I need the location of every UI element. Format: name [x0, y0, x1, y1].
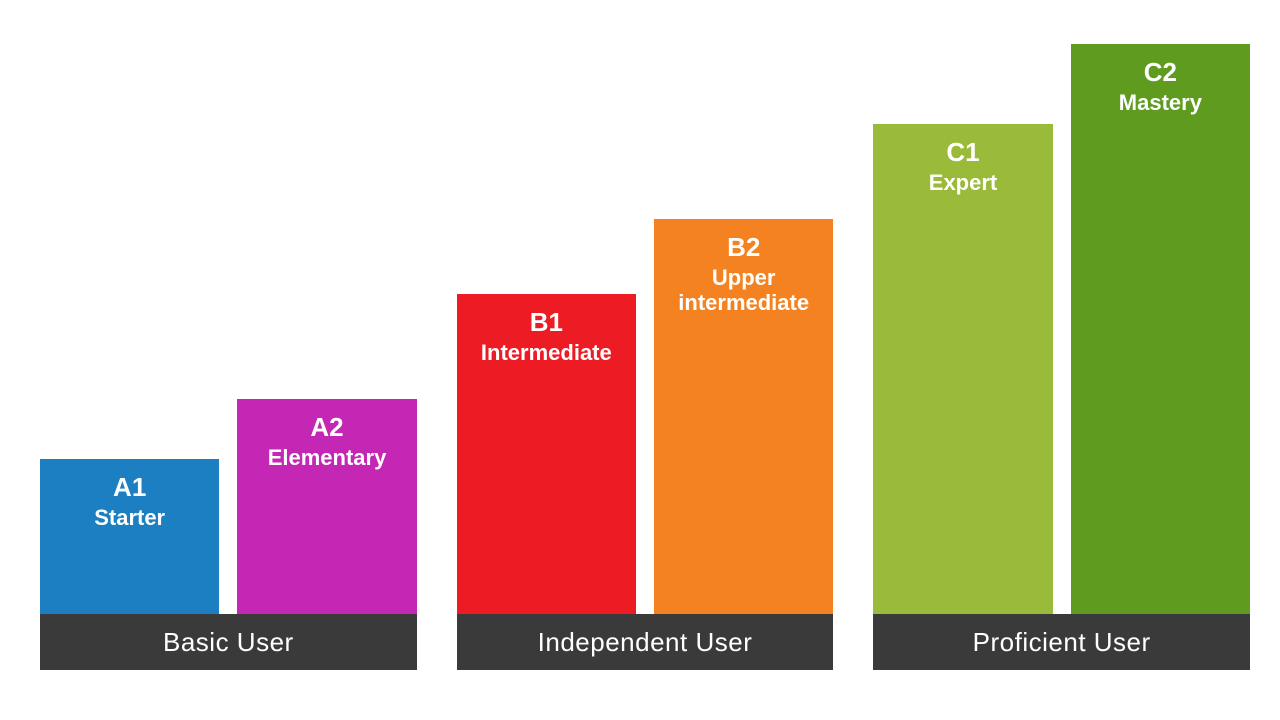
bar-c1: C1 Expert — [873, 124, 1052, 614]
bar-a1: A1 Starter — [40, 459, 219, 614]
group-label-independent: Independent User — [457, 614, 834, 670]
bar-c2-name: Mastery — [1115, 90, 1206, 115]
bar-b1: B1 Intermediate — [457, 294, 636, 614]
bar-b2: B2 Upper intermediate — [654, 219, 833, 614]
bars-proficient: C1 Expert C2 Mastery — [873, 44, 1250, 614]
bar-b1-code: B1 — [530, 308, 563, 338]
group-label-proficient: Proficient User — [873, 614, 1250, 670]
group-basic-user: A1 Starter A2 Elementary Basic User — [40, 399, 417, 670]
bars-basic: A1 Starter A2 Elementary — [40, 399, 417, 614]
bar-a2: A2 Elementary — [237, 399, 416, 614]
bars-independent: B1 Intermediate B2 Upper intermediate — [457, 219, 834, 614]
bar-c2-code: C2 — [1144, 58, 1177, 88]
group-proficient-user: C1 Expert C2 Mastery Proficient User — [873, 44, 1250, 670]
bar-a2-code: A2 — [310, 413, 343, 443]
chart-area: A1 Starter A2 Elementary Basic User B1 I… — [40, 50, 1250, 670]
bar-b2-code: B2 — [727, 233, 760, 263]
bar-c1-name: Expert — [925, 170, 1001, 195]
group-independent-user: B1 Intermediate B2 Upper intermediate In… — [457, 219, 834, 670]
bar-c2: C2 Mastery — [1071, 44, 1250, 614]
bar-a1-code: A1 — [113, 473, 146, 503]
cefr-levels-chart: A1 Starter A2 Elementary Basic User B1 I… — [0, 0, 1280, 720]
group-label-basic: Basic User — [40, 614, 417, 670]
bar-c1-code: C1 — [946, 138, 979, 168]
bar-a1-name: Starter — [90, 505, 169, 530]
bar-b2-name: Upper intermediate — [654, 265, 833, 316]
bar-a2-name: Elementary — [264, 445, 391, 470]
bar-b1-name: Intermediate — [477, 340, 616, 365]
